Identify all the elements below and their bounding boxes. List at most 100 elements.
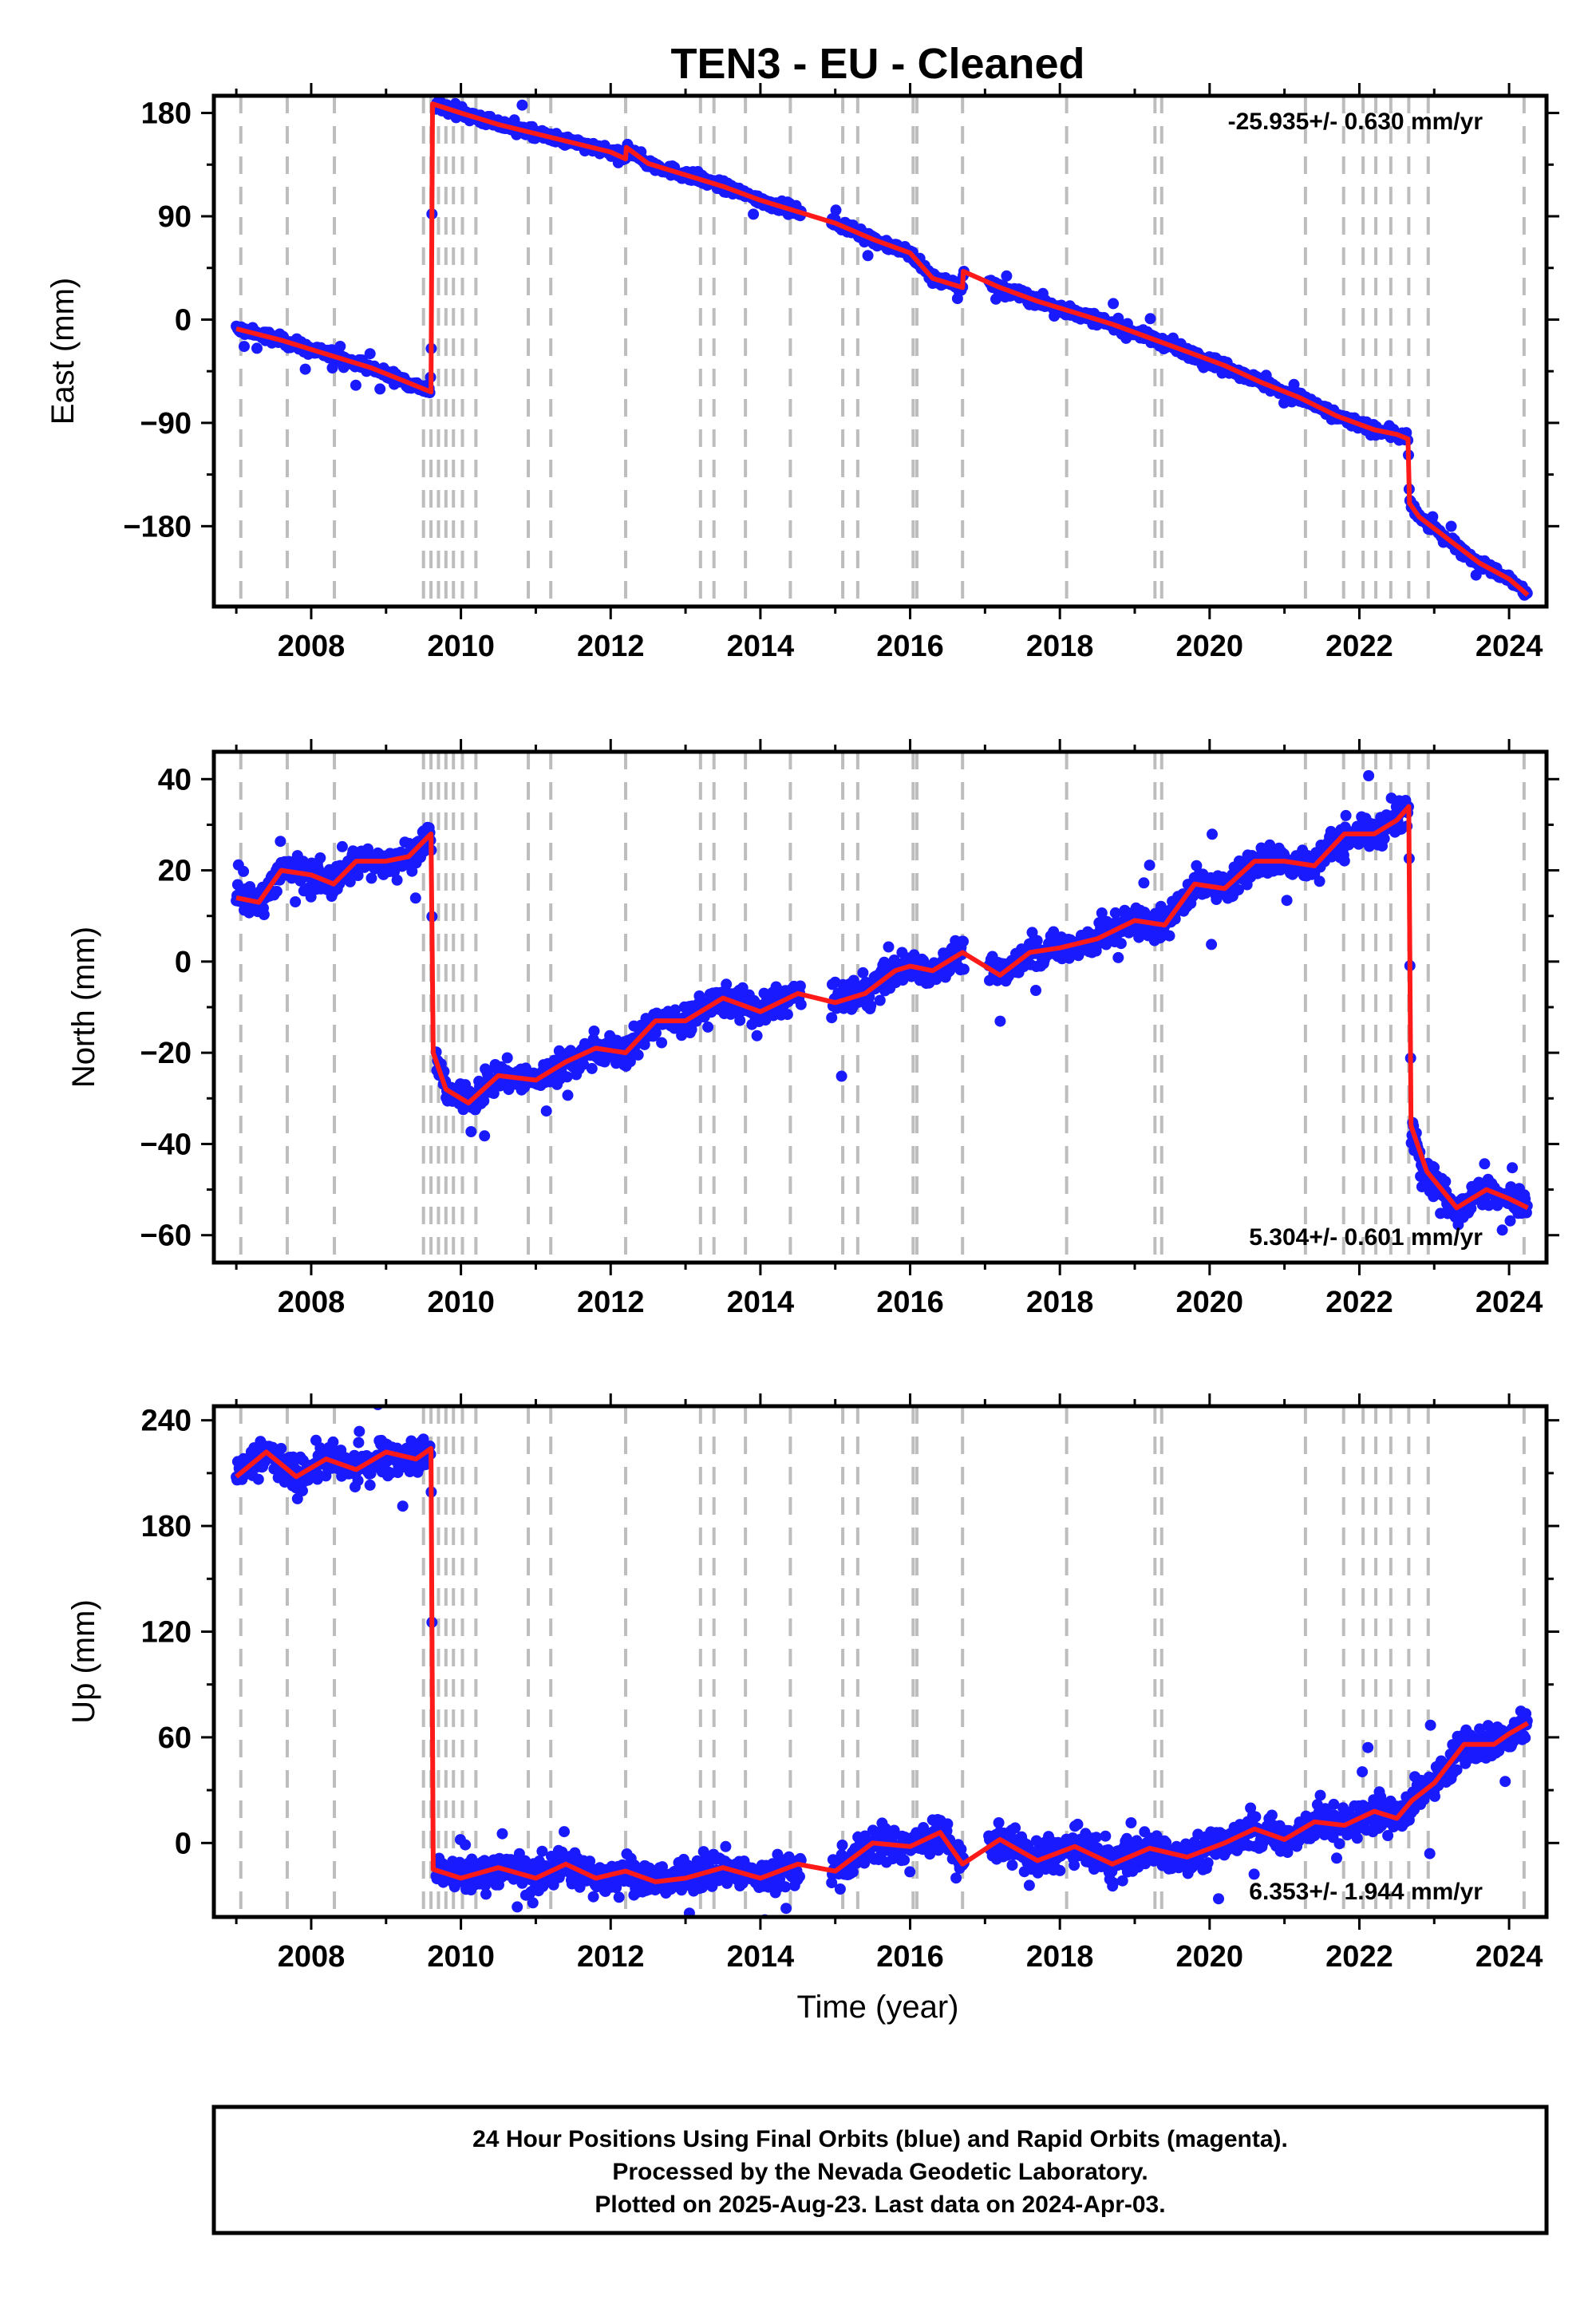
x-tick-label: 2018 xyxy=(1026,1286,1094,1319)
data-point xyxy=(1023,1879,1035,1891)
data-point xyxy=(847,974,859,986)
data-point xyxy=(1163,930,1175,942)
data-point xyxy=(950,1872,962,1884)
x-tick-label: 2012 xyxy=(577,1286,645,1319)
data-point xyxy=(1440,1176,1452,1188)
data-point xyxy=(632,1049,644,1061)
data-point xyxy=(334,341,346,352)
data-point xyxy=(874,994,886,1006)
data-point xyxy=(1340,809,1352,821)
data-point xyxy=(352,870,364,881)
velocity-annotation: 5.304+/- 0.601 mm/yr xyxy=(1249,1224,1483,1251)
data-point xyxy=(1125,1817,1137,1828)
plot-frame xyxy=(211,93,1549,609)
data-point xyxy=(409,892,421,904)
data-point xyxy=(271,885,282,897)
data-point xyxy=(1288,378,1300,390)
data-point xyxy=(780,1881,792,1893)
data-point xyxy=(1140,1858,1152,1870)
data-point xyxy=(955,1844,967,1856)
data-point xyxy=(586,1062,598,1074)
plot-area xyxy=(214,96,1547,607)
data-point xyxy=(353,1437,365,1448)
data-point xyxy=(496,1828,508,1840)
model-line xyxy=(235,101,1530,597)
data-point xyxy=(1479,1158,1491,1170)
data-point xyxy=(251,342,263,354)
velocity-annotation: -25.935+/- 0.630 mm/yr xyxy=(1228,109,1483,135)
x-tick-label: 2008 xyxy=(278,630,346,663)
data-point xyxy=(899,1854,911,1866)
data-point xyxy=(1428,1161,1440,1173)
data-point xyxy=(465,1126,477,1137)
data-point xyxy=(588,1026,600,1037)
data-point xyxy=(1031,935,1043,947)
data-point xyxy=(734,1014,746,1026)
y-tick-label: 20 xyxy=(158,855,192,888)
data-point xyxy=(826,1012,838,1024)
x-tick-label: 2016 xyxy=(876,630,944,663)
data-point xyxy=(862,250,874,262)
step-lines xyxy=(239,96,1526,607)
data-point xyxy=(904,1866,916,1878)
data-point xyxy=(826,1877,838,1889)
up-panel: 2008 2010 2012 2014 2016 2018 2020 2022 20242401… xyxy=(66,1393,1559,1974)
data-point xyxy=(365,872,377,884)
data-point xyxy=(350,379,361,391)
y-axis-label: North (mm) xyxy=(66,927,101,1088)
data-point xyxy=(252,1473,264,1485)
data-point xyxy=(1206,939,1218,951)
data-point xyxy=(1504,1215,1516,1227)
data-point xyxy=(299,363,311,375)
data-point xyxy=(1112,951,1124,963)
data-point xyxy=(613,1891,625,1903)
data-point xyxy=(859,1857,871,1869)
data-point xyxy=(1108,1877,1120,1889)
data-point xyxy=(1207,828,1218,840)
data-point xyxy=(480,1888,492,1900)
data-point xyxy=(1144,860,1156,871)
data-point xyxy=(1483,1199,1495,1211)
x-tick-label: 2010 xyxy=(427,630,495,663)
data-point xyxy=(993,1817,1005,1828)
data-point xyxy=(1072,1818,1084,1830)
data-point xyxy=(1108,298,1120,310)
data-point xyxy=(391,874,403,886)
data-point xyxy=(721,978,733,990)
data-point xyxy=(851,1857,863,1869)
data-point xyxy=(327,1436,339,1448)
y-tick-label: −180 xyxy=(123,510,192,543)
data-point xyxy=(540,1105,552,1117)
data-point xyxy=(314,852,326,864)
x-tick-label: 2024 xyxy=(1476,630,1543,663)
data-point xyxy=(454,1856,465,1868)
data-point xyxy=(683,1907,695,1917)
data-point xyxy=(847,1866,859,1878)
data-point xyxy=(720,1840,732,1852)
data-point xyxy=(1144,313,1156,325)
data-point xyxy=(1109,907,1121,919)
y-tick-label: 90 xyxy=(158,200,192,234)
y-tick-label: 180 xyxy=(141,97,192,131)
data-point xyxy=(958,963,970,975)
x-tick-label: 2020 xyxy=(1176,1286,1244,1319)
x-tick-label: 2010 xyxy=(427,1286,495,1319)
data-point xyxy=(1445,520,1457,532)
x-tick-label: 2008 xyxy=(278,1286,346,1319)
data-point xyxy=(374,383,386,395)
data-point xyxy=(1507,1162,1519,1174)
data-point xyxy=(1138,877,1150,889)
data-point xyxy=(479,1130,491,1142)
data-point xyxy=(836,1840,848,1851)
y-axis-label: East (mm) xyxy=(45,278,81,425)
data-point xyxy=(238,865,250,877)
x-tick-label: 2024 xyxy=(1476,1286,1543,1319)
data-point xyxy=(610,1882,622,1894)
y-tick-label: 40 xyxy=(158,763,192,796)
data-point xyxy=(836,1070,847,1082)
y-tick-label: −20 xyxy=(140,1037,192,1070)
x-tick-label: 2016 xyxy=(876,1286,944,1319)
x-tick-label: 2012 xyxy=(577,630,645,663)
data-point xyxy=(883,941,895,953)
